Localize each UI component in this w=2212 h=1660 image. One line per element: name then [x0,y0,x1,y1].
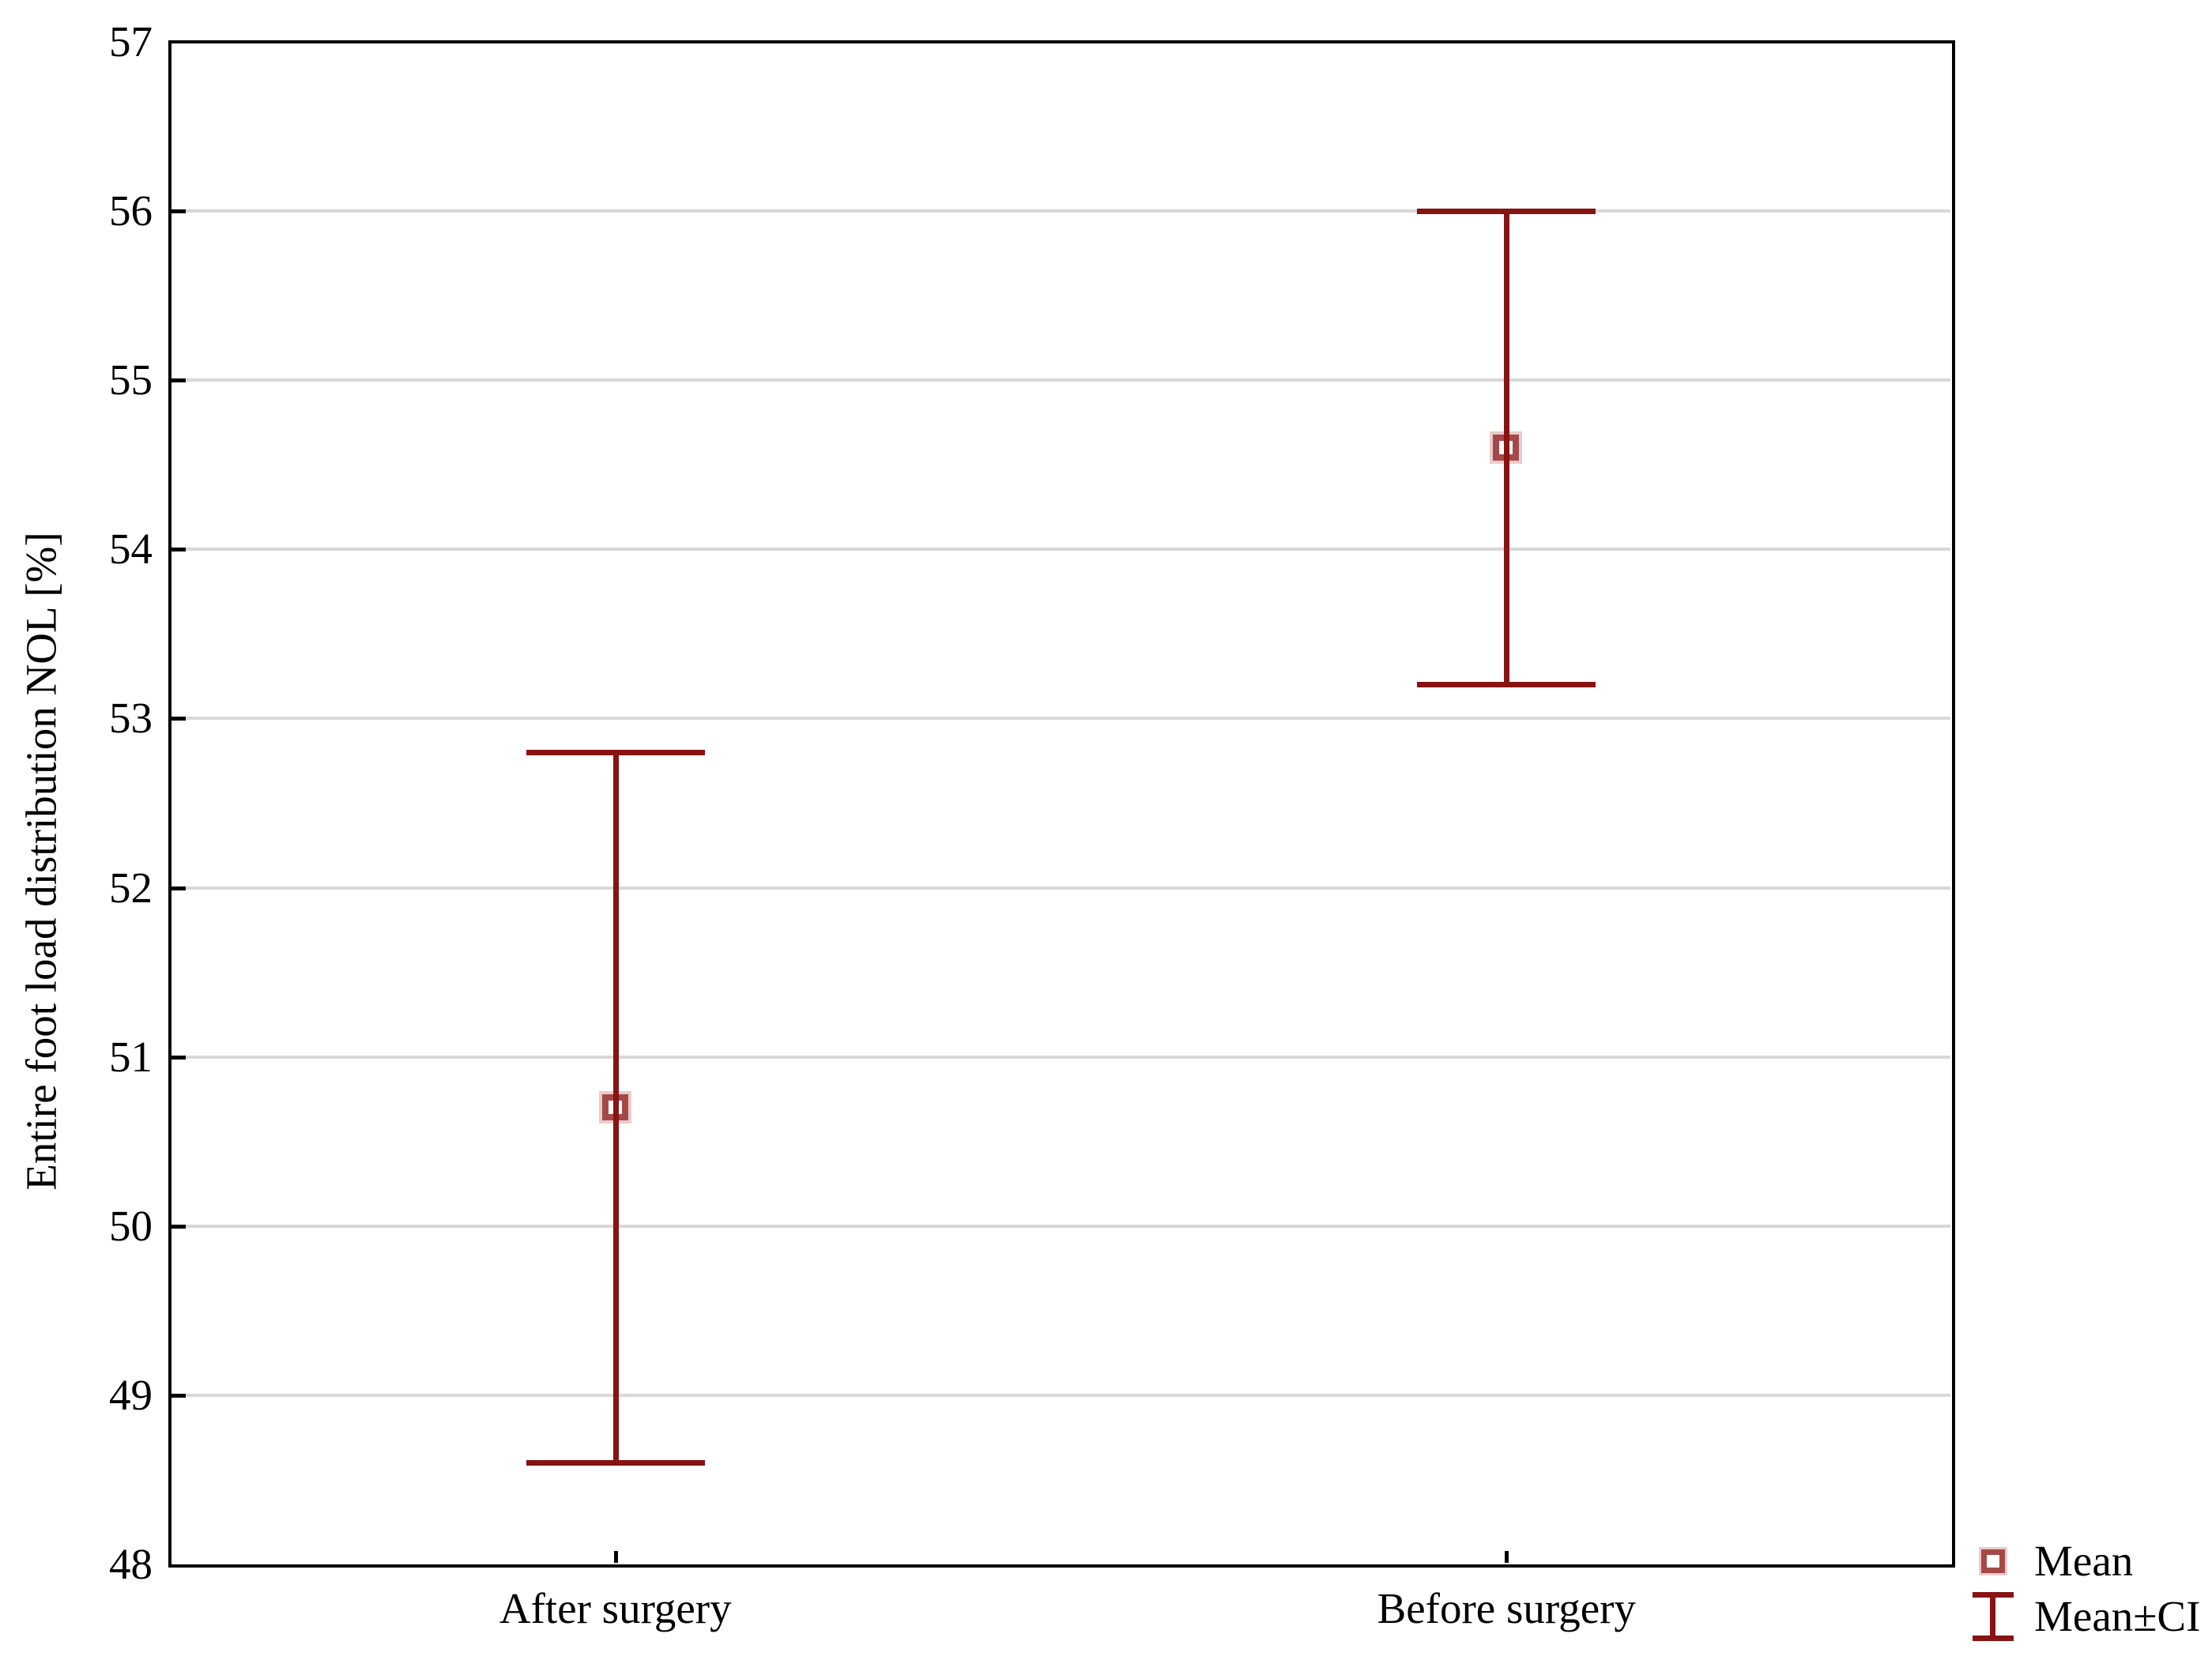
y-tick-mark [171,1224,186,1229]
legend-icon-wrap [1969,1549,2017,1573]
y-tick-label: 56 [109,186,153,235]
x-category-label: Before surgery [1377,1584,1636,1632]
legend-label-mean-ci: Mean±CI [2034,1592,2201,1640]
y-gridline [171,717,1950,721]
error-bar-icon-line [1990,1592,1995,1641]
error-bar-icon [1973,1592,2014,1641]
y-gridline [171,1224,1950,1228]
legend-item-mean-ci: Mean±CI [1969,1591,2200,1642]
x-tick-mark [1505,1551,1509,1563]
y-tick-mark [171,717,186,721]
error-bar-line [1504,211,1510,685]
mean-square-marker-icon [1981,1549,2005,1573]
y-tick-mark [171,548,186,552]
y-tick-label: 53 [109,694,153,743]
y-tick-label: 57 [109,17,153,66]
y-tick-mark [171,378,186,383]
legend-icon-wrap [1969,1592,2017,1641]
y-tick-label: 54 [109,525,153,574]
y-gridline [171,1393,1950,1397]
y-tick-label: 55 [109,356,153,405]
y-gridline [171,1055,1950,1059]
y-gridline [171,548,1950,551]
error-bar-line [612,752,619,1463]
y-tick-label: 49 [109,1370,153,1419]
legend: Mean Mean±CI [1969,1536,2200,1642]
x-category-label: After surgery [499,1584,732,1632]
y-gridline [171,378,1950,382]
legend-item-mean: Mean [1969,1536,2200,1587]
y-tick-label: 48 [109,1540,153,1588]
y-gridline [171,209,1950,213]
y-tick-label: 50 [109,1201,153,1250]
error-bar-icon-bottom-cap [1973,1636,2014,1641]
plot-area [168,40,1955,1568]
y-tick-mark [171,886,186,890]
y-gridline [171,886,1950,890]
y-tick-label: 51 [109,1032,153,1081]
x-tick-mark [613,1551,618,1563]
legend-label-mean: Mean [2034,1537,2134,1585]
y-tick-mark [171,1393,186,1398]
y-tick-mark [171,209,186,214]
y-tick-label: 52 [109,863,153,912]
y-tick-mark [171,1055,186,1060]
